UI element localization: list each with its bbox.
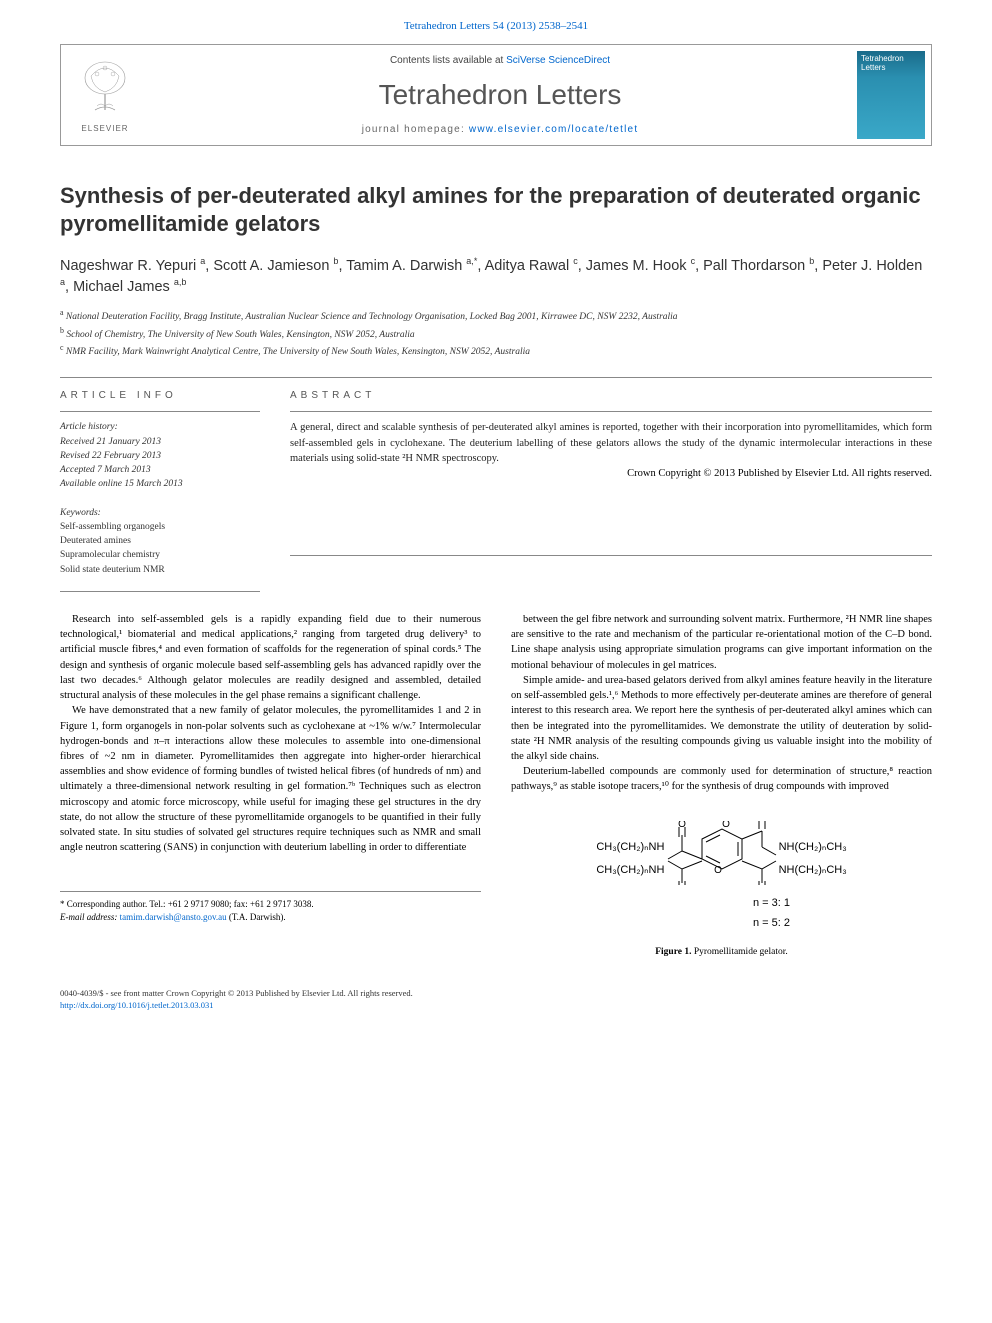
page-footer: 0040-4039/$ - see front matter Crown Cop… <box>60 988 932 1012</box>
divider-rule <box>60 591 260 592</box>
homepage-prefix: journal homepage: <box>362 124 469 135</box>
affiliations: a National Deuteration Facility, Bragg I… <box>60 307 932 359</box>
journal-homepage-line: journal homepage: www.elsevier.com/locat… <box>149 124 851 135</box>
chem-fragment: NH(CH₂)ₙCH₃ <box>779 864 847 876</box>
sciencedirect-link[interactable]: SciVerse ScienceDirect <box>506 55 610 66</box>
article-info-right: ABSTRACT A general, direct and scalable … <box>290 390 932 577</box>
journal-banner: ELSEVIER Contents lists available at Sci… <box>60 44 932 146</box>
journal-name: Tetrahedron Letters <box>149 79 851 111</box>
journal-homepage-link[interactable]: www.elsevier.com/locate/tetlet <box>469 124 638 135</box>
abstract-text: A general, direct and scalable synthesis… <box>290 420 932 466</box>
svg-text:O: O <box>758 821 766 823</box>
issn-line: 0040-4039/$ - see front matter Crown Cop… <box>60 988 932 1000</box>
keywords: Keywords: Self-assembling organogels Deu… <box>60 506 260 577</box>
history-accepted: Accepted 7 March 2013 <box>60 463 260 477</box>
keyword: Supramolecular chemistry <box>60 548 260 562</box>
cover-thumb-title: Tetrahedron Letters <box>861 55 921 73</box>
keyword: Self-assembling organogels <box>60 520 260 534</box>
email-suffix: (T.A. Darwish). <box>229 912 286 922</box>
divider-rule <box>60 377 932 378</box>
chem-fragment: CH₃(CH₂)ₙNH <box>596 864 664 876</box>
chem-fragment: NH(CH₂)ₙCH₃ <box>779 841 847 853</box>
keyword: Deuterated amines <box>60 534 260 548</box>
top-citation[interactable]: Tetrahedron Letters 54 (2013) 2538–2541 <box>60 20 932 32</box>
email-label: E-mail address: <box>60 912 117 922</box>
history-online: Available online 15 March 2013 <box>60 477 260 491</box>
contents-prefix: Contents lists available at <box>390 55 506 66</box>
divider-rule <box>60 411 260 412</box>
keywords-label: Keywords: <box>60 506 260 520</box>
corr-author-line: * Corresponding author. Tel.: +61 2 9717… <box>60 898 481 911</box>
body-columns: Research into self-assembled gels is a r… <box>60 612 932 960</box>
figure-caption: Figure 1. Pyromellitamide gelator. <box>511 946 932 960</box>
history-label: Article history: <box>60 420 260 434</box>
article-history: Article history: Received 21 January 201… <box>60 420 260 491</box>
body-paragraph: We have demonstrated that a new family o… <box>60 703 481 855</box>
affiliation-line: b School of Chemistry, The University of… <box>60 325 932 342</box>
affiliation-line: c NMR Facility, Mark Wainwright Analytic… <box>60 342 932 359</box>
publisher-logo-label: ELSEVIER <box>81 124 128 133</box>
history-revised: Revised 22 February 2013 <box>60 449 260 463</box>
abstract-copyright: Crown Copyright © 2013 Published by Else… <box>290 468 932 479</box>
chem-condition: n = 5: 2 <box>696 913 846 934</box>
doi-link[interactable]: http://dx.doi.org/10.1016/j.tetlet.2013.… <box>60 1000 214 1010</box>
svg-text:O: O <box>722 821 730 830</box>
elsevier-tree-icon <box>77 58 133 120</box>
journal-cover-cell: Tetrahedron Letters <box>851 45 931 145</box>
contents-available-line: Contents lists available at SciVerse Sci… <box>149 55 851 66</box>
article-info-row: ARTICLE INFO Article history: Received 2… <box>60 390 932 577</box>
keyword: Solid state deuterium NMR <box>60 563 260 577</box>
figure-label: Figure 1. <box>655 947 691 957</box>
svg-text:O: O <box>678 821 686 830</box>
journal-banner-center: Contents lists available at SciVerse Sci… <box>149 45 851 145</box>
history-received: Received 21 January 2013 <box>60 435 260 449</box>
body-column-right: between the gel fibre network and surrou… <box>511 612 932 960</box>
figure-caption-text: Pyromellitamide gelator. <box>694 947 788 957</box>
chem-condition: n = 3: 1 <box>696 893 846 914</box>
article-info-left: ARTICLE INFO Article history: Received 2… <box>60 390 260 577</box>
abstract-heading: ABSTRACT <box>290 390 932 401</box>
author-list: Nageshwar R. Yepuri a, Scott A. Jamieson… <box>60 255 932 297</box>
corresponding-footnote: * Corresponding author. Tel.: +61 2 9717… <box>60 891 481 923</box>
corr-email-link[interactable]: tamim.darwish@ansto.gov.au <box>120 912 227 922</box>
article-info-heading: ARTICLE INFO <box>60 390 260 401</box>
chemical-structure: CH₃(CH₂)ₙNH O <box>596 821 846 935</box>
body-paragraph: Deuterium-labelled compounds are commonl… <box>511 764 932 794</box>
divider-rule <box>290 555 932 556</box>
paper-title: Synthesis of per-deuterated alkyl amines… <box>60 182 932 237</box>
body-paragraph: Simple amide- and urea-based gelators de… <box>511 673 932 764</box>
figure-1: CH₃(CH₂)ₙNH O <box>511 821 932 961</box>
divider-rule <box>290 411 932 412</box>
body-paragraph: between the gel fibre network and surrou… <box>511 612 932 673</box>
chem-fragment: CH₃(CH₂)ₙNH <box>596 841 664 853</box>
body-paragraph: Research into self-assembled gels is a r… <box>60 612 481 703</box>
body-column-left: Research into self-assembled gels is a r… <box>60 612 481 960</box>
journal-cover-thumbnail[interactable]: Tetrahedron Letters <box>857 51 925 139</box>
affiliation-line: a National Deuteration Facility, Bragg I… <box>60 307 932 324</box>
publisher-logo-cell: ELSEVIER <box>61 45 149 145</box>
